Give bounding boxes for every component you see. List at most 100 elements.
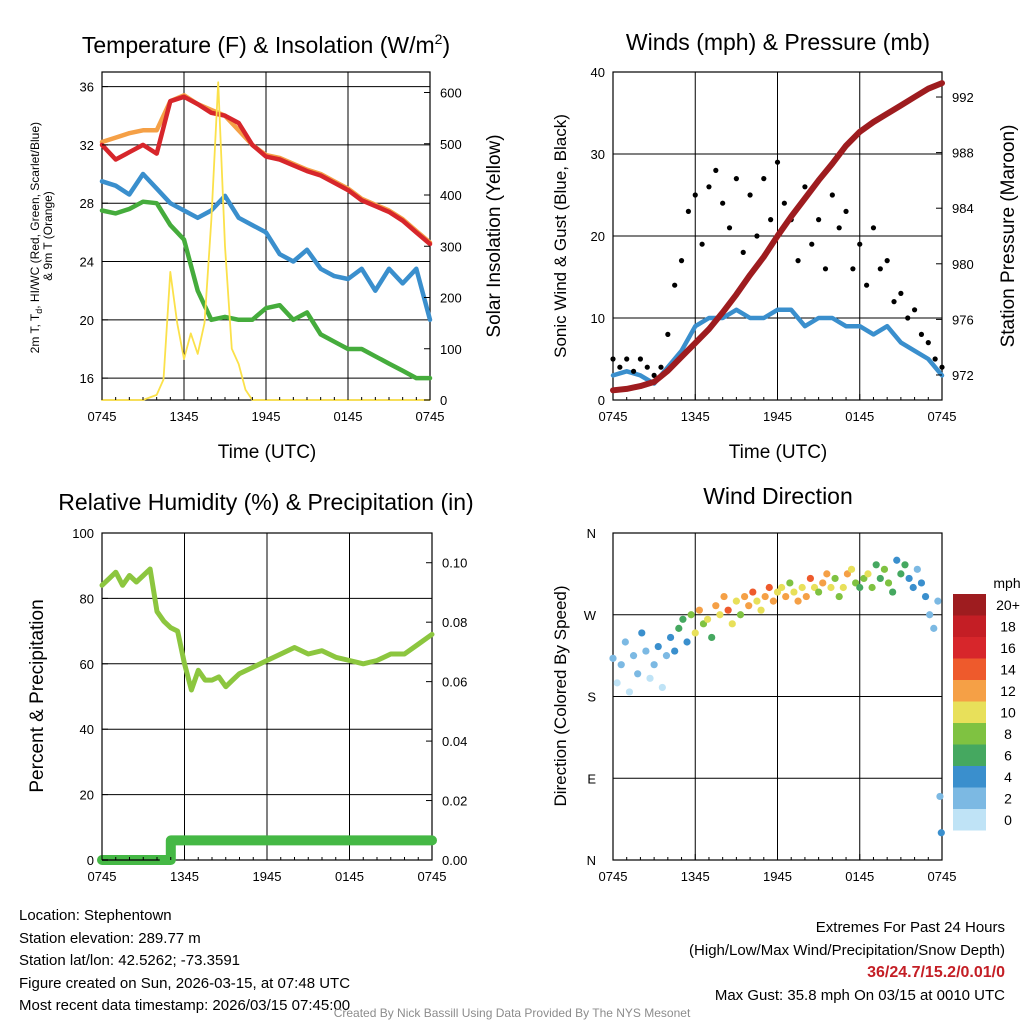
direction-point: [650, 661, 658, 669]
colorbar-title: mph: [993, 575, 1020, 591]
direction-point: [876, 574, 884, 583]
winds-ylabel-right: Station Pressure (Maroon): [998, 125, 1019, 348]
direction-point: [629, 652, 638, 660]
direction-point: [864, 570, 872, 578]
gust-point: [706, 184, 712, 190]
gust-point: [644, 364, 650, 370]
x-tick-label: 1945: [252, 409, 281, 424]
gust-point: [809, 241, 815, 247]
direction-point: [926, 611, 934, 619]
gust-point: [939, 364, 945, 370]
gust-point: [932, 356, 938, 362]
gust-point: [761, 176, 767, 182]
y-tick-label: S: [587, 690, 596, 705]
direction-point: [856, 583, 864, 592]
gust-point: [829, 192, 835, 198]
gust-point: [733, 176, 739, 182]
direction-point: [617, 661, 625, 669]
direction-point: [712, 602, 720, 610]
direction-point: [823, 570, 831, 578]
gust-point: [905, 315, 911, 321]
y-tick-label: 20: [80, 313, 94, 328]
direction-point: [909, 583, 917, 592]
y-tick-label: 0: [598, 393, 605, 408]
colorbar-label: 2: [1004, 790, 1012, 806]
y2-tick-label: 300: [440, 239, 462, 254]
y-tick-label: 16: [80, 371, 94, 386]
gust-point: [898, 290, 904, 296]
gust-point: [850, 266, 856, 272]
x-tick-label: 0745: [599, 409, 628, 424]
temperature-xlabel: Time (UTC): [218, 442, 317, 463]
direction-point: [749, 588, 757, 596]
colorbar-swatch: [953, 701, 986, 723]
y-tick-label: W: [584, 608, 597, 623]
gust-point: [617, 364, 623, 370]
x-tick-label: 0745: [88, 869, 117, 884]
x-tick-label: 0745: [416, 409, 445, 424]
x-tick-label: 1345: [170, 409, 199, 424]
direction-ylabel-left: Direction (Colored By Speed): [551, 585, 570, 806]
gust-point: [774, 159, 781, 165]
gust-point: [658, 364, 664, 370]
recent-timestamp: Most recent data timestamp: 2026/03/15 0…: [19, 997, 351, 1014]
station-info: Location: Stephentown Station elevation:…: [19, 905, 350, 1018]
direction-series-layer: [609, 556, 945, 837]
x-tick-label: 0745: [928, 869, 957, 884]
direction-point: [913, 565, 921, 573]
direction-point: [880, 565, 889, 573]
y2-tick-label: 984: [952, 201, 974, 216]
colorbar-label: 0: [1004, 812, 1012, 828]
humidity-grid: [102, 533, 432, 860]
y2-tick-label: 0.10: [442, 556, 467, 571]
colorbar-swatch: [953, 723, 986, 745]
direction-point: [835, 592, 843, 601]
gust-point: [795, 258, 801, 264]
direction-point: [819, 579, 827, 587]
colorbar-swatch: [953, 809, 986, 831]
direction-point: [753, 597, 761, 605]
x-tick-label: 1945: [763, 409, 792, 424]
y2-tick-label: 0.06: [442, 675, 467, 690]
direction-point: [741, 592, 749, 601]
gust-point: [870, 225, 877, 231]
y2-tick-label: 988: [952, 146, 974, 161]
direction-point: [621, 638, 629, 646]
colorbar-label: 18: [1000, 618, 1016, 634]
station-elevation: Station elevation: 289.77 m: [19, 929, 201, 947]
gust-point: [726, 225, 733, 231]
y2-tick-label: 972: [952, 368, 974, 383]
direction-point: [765, 583, 773, 592]
direction-point: [757, 606, 765, 614]
gust-point: [802, 184, 808, 190]
direction-point: [724, 606, 732, 614]
direction-point: [671, 647, 679, 655]
x-tick-label: 1945: [763, 869, 792, 884]
x-tick-label: 1945: [253, 869, 282, 884]
series-station-pressure: [610, 80, 945, 394]
x-tick-label: 0745: [599, 869, 628, 884]
colorbar-label: 14: [1000, 661, 1016, 677]
direction-point: [642, 647, 650, 655]
credit-line: Created By Nick Bassill Using Data Provi…: [333, 1006, 691, 1020]
direction-point: [613, 679, 621, 687]
direction-point: [732, 597, 740, 605]
gust-point: [672, 282, 678, 288]
colorbar-label: 10: [1000, 704, 1016, 720]
direction-point: [666, 633, 675, 642]
y2-tick-label: 200: [440, 291, 462, 306]
direction-point: [815, 588, 823, 596]
gust-point: [610, 356, 616, 362]
colorbar-swatch: [953, 744, 986, 766]
direction-point: [934, 597, 942, 605]
direction-point: [687, 611, 695, 619]
y-tick-label: 100: [72, 526, 94, 541]
direction-point: [831, 574, 839, 583]
x-tick-label: 1345: [681, 869, 710, 884]
station-latlon: Station lat/lon: 42.5262; -73.3591: [19, 952, 241, 969]
colorbar-label: 4: [1004, 769, 1012, 785]
direction-point: [889, 588, 897, 596]
y-tick-label: 10: [591, 311, 605, 326]
